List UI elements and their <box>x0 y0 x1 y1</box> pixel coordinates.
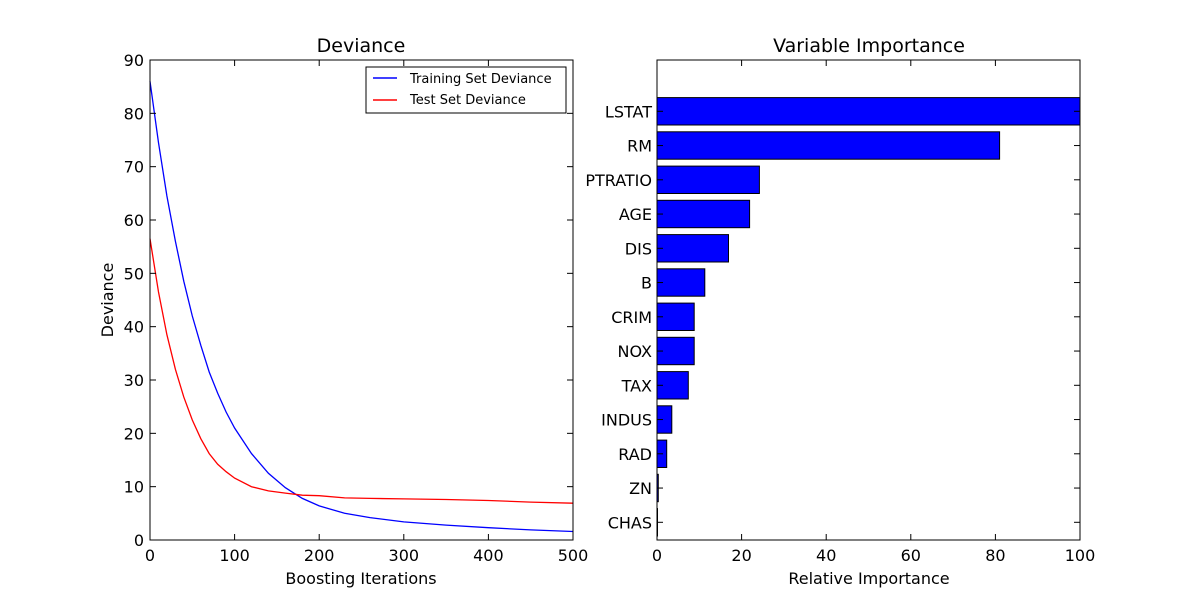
deviance-plot-title: Deviance <box>317 35 406 57</box>
category-label-indus: INDUS <box>601 411 652 430</box>
series-line-training <box>149 81 574 533</box>
deviance-y-axis-label: Deviance <box>98 263 117 338</box>
category-label-age: AGE <box>619 205 652 224</box>
y-tick-label: 90 <box>124 51 144 70</box>
deviance-x-ticks: 0 100 200 300 400 500 <box>145 60 588 565</box>
bar-dis <box>656 234 729 263</box>
x-tick-label: 300 <box>389 546 420 565</box>
importance-plot-title: Variable Importance <box>773 35 965 57</box>
x-tick-label: 0 <box>652 546 662 565</box>
category-label-zn: ZN <box>629 479 652 498</box>
y-tick-label: 30 <box>124 371 144 390</box>
series-line-test <box>149 238 574 504</box>
bar-b <box>656 268 706 297</box>
category-label-rm: RM <box>627 137 652 156</box>
category-label-rad: RAD <box>618 445 652 464</box>
x-tick-label: 80 <box>985 546 1005 565</box>
legend-label-training: Training Set Deviance <box>409 72 552 87</box>
bar-age <box>656 199 751 229</box>
y-tick-label: 50 <box>124 264 144 283</box>
y-tick-label: 60 <box>124 211 144 230</box>
x-tick-label: 400 <box>473 546 504 565</box>
deviance-plot: Deviance 0 100 200 300 400 500 0 10 20 30 40 50 60 7… <box>98 35 588 588</box>
y-tick-label: 20 <box>124 424 144 443</box>
deviance-x-axis-label: Boosting Iterations <box>285 569 436 588</box>
legend-label-test: Test Set Deviance <box>409 93 526 108</box>
x-tick-label: 20 <box>731 546 751 565</box>
x-tick-label: 60 <box>901 546 921 565</box>
bar-nox <box>656 336 695 366</box>
category-label-chas: CHAS <box>608 513 652 532</box>
legend-frame <box>365 66 567 114</box>
y-tick-label: 40 <box>124 318 144 337</box>
category-label-lstat: LSTAT <box>605 102 652 121</box>
y-tick-label: 0 <box>134 531 144 550</box>
bar-rm <box>656 131 1001 160</box>
category-label-nox: NOX <box>618 342 653 361</box>
x-tick-label: 100 <box>1065 546 1096 565</box>
deviance-series-group <box>149 81 574 533</box>
importance-bars-group <box>656 97 1081 537</box>
x-tick-label: 200 <box>304 546 335 565</box>
deviance-axes-frame <box>149 59 574 541</box>
x-tick-label: 0 <box>145 546 155 565</box>
bar-crim <box>656 302 695 332</box>
category-label-dis: DIS <box>625 239 652 258</box>
x-tick-label: 40 <box>816 546 836 565</box>
category-label-tax: TAX <box>621 376 652 395</box>
category-label-b: B <box>641 274 652 293</box>
importance-y-ticks: LSTAT RM PTRATIO AGE DIS B CRIM NOX TAX INDUS RAD Z… <box>585 102 1080 532</box>
importance-axes-frame <box>656 59 1081 541</box>
bar-lstat <box>656 97 1081 126</box>
importance-x-axis-label: Relative Importance <box>788 569 949 588</box>
deviance-legend: Training Set Deviance Test Set Deviance <box>365 66 567 114</box>
importance-plot: Variable Importance 0 20 40 60 80 100 LSTAT RM… <box>585 35 1095 588</box>
importance-x-ticks: 0 20 40 60 80 100 <box>652 60 1095 565</box>
y-tick-label: 80 <box>124 104 144 123</box>
category-label-crim: CRIM <box>611 308 652 327</box>
x-tick-label: 100 <box>219 546 250 565</box>
bar-ptratio <box>656 165 760 195</box>
y-tick-label: 70 <box>124 158 144 177</box>
x-tick-label: 500 <box>558 546 589 565</box>
y-tick-label: 10 <box>124 478 144 497</box>
category-label-ptratio: PTRATIO <box>585 171 652 190</box>
deviance-y-ticks: 0 10 20 30 40 50 60 70 80 90 <box>124 51 573 550</box>
